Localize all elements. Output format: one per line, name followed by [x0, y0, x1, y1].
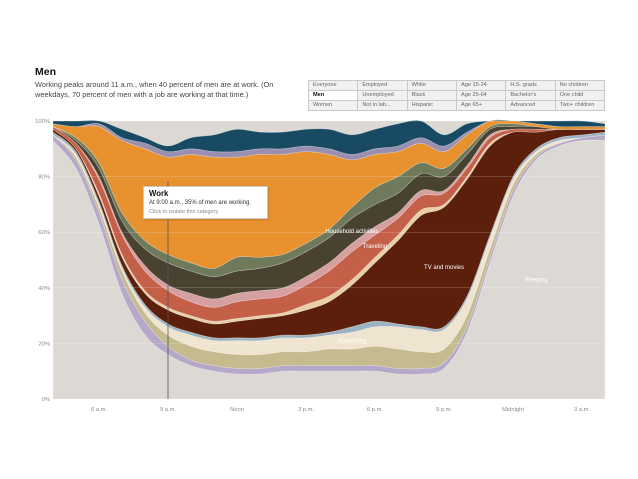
- x-tick-label: 9 p.m.: [436, 407, 452, 413]
- filter-row: Everyone Employed White Age 15-24 H.S. grads…: [307, 80, 606, 91]
- tooltip-hint[interactable]: Click to isolate this category: [149, 209, 219, 215]
- x-tick-label: 9 a.m.: [160, 407, 176, 413]
- y-tick-label: 80%: [38, 175, 50, 181]
- tooltip-text: At 9:00 a.m., 35% of men are working.: [149, 200, 252, 206]
- x-tick-label: Midnight: [502, 407, 524, 413]
- series-label: Traveling: [363, 244, 387, 250]
- series-label: Sleeping: [524, 277, 547, 283]
- x-tick-label: 3 a.m.: [574, 407, 590, 413]
- y-tick-label: 100%: [35, 119, 50, 125]
- filter-row: Women Not in lab... Hispanic Age 65+ Advance…: [307, 100, 606, 111]
- series-label: TV and movies: [424, 265, 464, 271]
- page-subtitle: Working peaks around 11 a.m., when 40 pe…: [35, 80, 274, 99]
- series-label: Socializing: [338, 339, 367, 345]
- x-tick-label: 6 p.m.: [367, 407, 383, 413]
- y-tick-label: 40%: [38, 286, 50, 292]
- y-tick-label: 60%: [38, 230, 50, 236]
- tooltip-title: Work: [149, 189, 169, 198]
- series-label: Household activities: [325, 229, 378, 235]
- filter-grid: Everyone Employed White Age 15-24 H.S. grads…: [307, 80, 606, 111]
- area-personal-care[interactable]: [52, 134, 606, 375]
- y-tick-label: 0%: [42, 397, 50, 403]
- x-tick-label: 6 a.m.: [91, 407, 107, 413]
- filter-option-two-children[interactable]: Two+ children: [554, 100, 606, 111]
- y-tick-label: 20%: [38, 341, 50, 347]
- page-title: Men: [35, 66, 56, 78]
- area-other[interactable]: [52, 119, 606, 155]
- tooltip: Work At 9:00 a.m., 35% of men are workin…: [143, 186, 268, 219]
- x-tick-label: 3 p.m.: [298, 407, 314, 413]
- x-tick-label: Noon: [230, 407, 244, 413]
